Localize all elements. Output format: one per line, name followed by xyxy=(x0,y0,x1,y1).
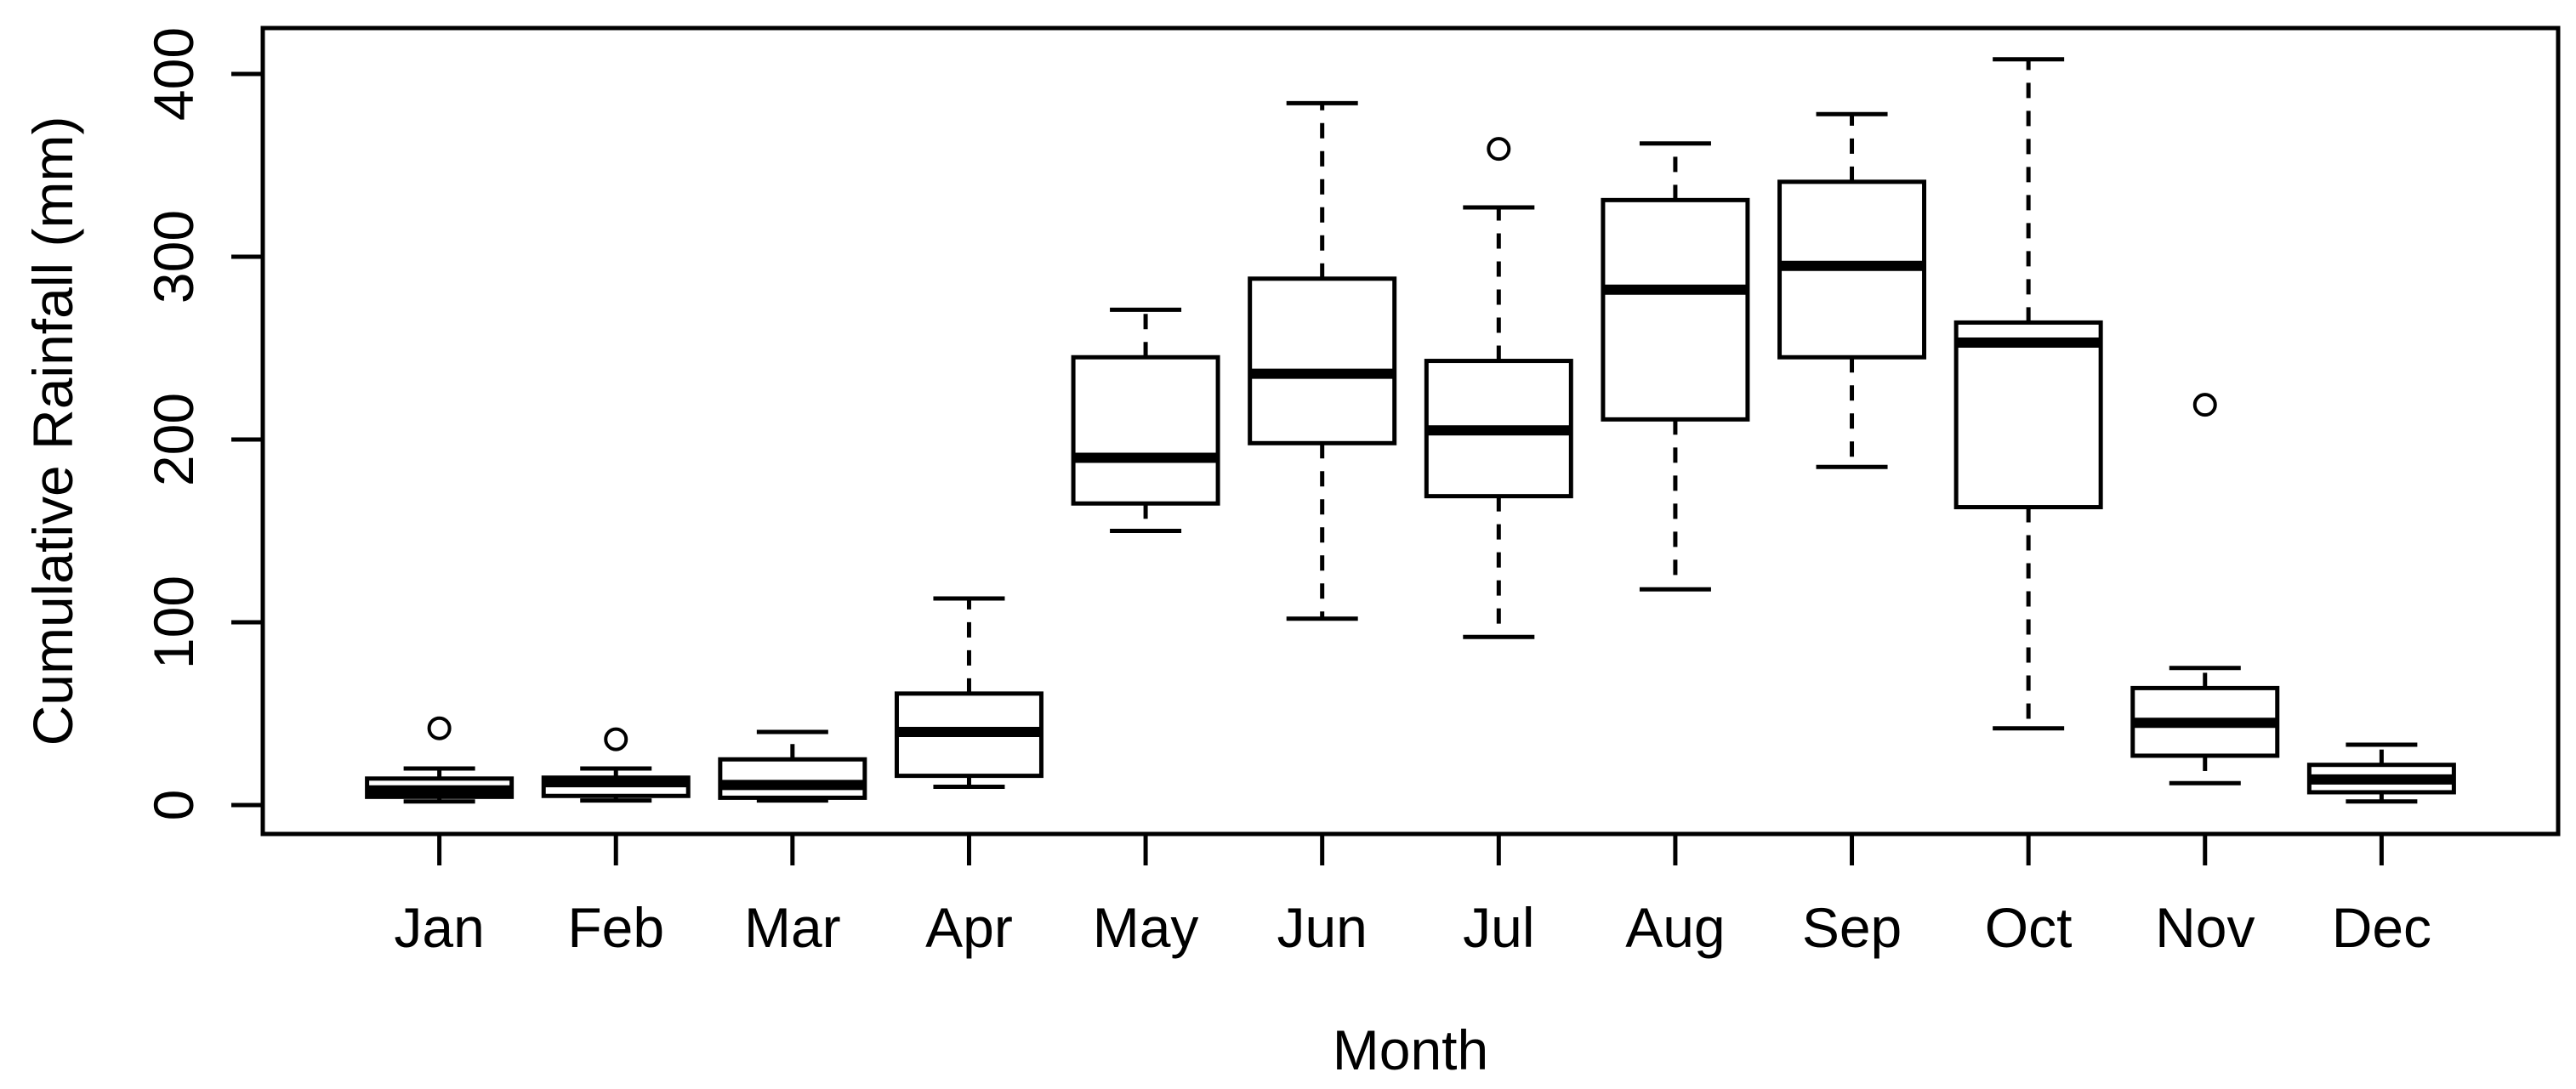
outlier-point xyxy=(427,716,452,740)
outlier-point xyxy=(604,727,628,752)
x-axis-tick-label: Jun xyxy=(1277,896,1367,959)
x-axis-tick-label: Jan xyxy=(394,896,484,959)
box xyxy=(1248,276,1397,445)
box xyxy=(1953,320,2103,510)
y-axis-title: Cumulative Rainfall (mm) xyxy=(21,116,84,746)
box xyxy=(1071,354,1220,506)
x-axis-tick-label: Dec xyxy=(2332,896,2431,959)
x-axis-tick-label: May xyxy=(1093,896,1199,959)
box xyxy=(1601,197,1750,422)
x-axis-tick-label: Oct xyxy=(1985,896,2073,959)
x-axis-tick-label: Feb xyxy=(567,896,664,959)
y-axis-tick-label: 400 xyxy=(142,27,205,121)
box xyxy=(718,757,867,800)
outlier-point xyxy=(1487,137,1511,162)
plot-border xyxy=(260,26,2561,837)
x-axis-tick-label: Mar xyxy=(744,896,841,959)
outlier-point xyxy=(2192,393,2217,417)
y-axis-tick-label: 0 xyxy=(142,790,205,821)
x-axis-title: Month xyxy=(1333,1018,1488,1081)
x-axis-tick-label: Sep xyxy=(1802,896,1902,959)
x-axis-tick-label: Jul xyxy=(1463,896,1534,959)
y-axis-tick-label: 200 xyxy=(142,393,205,486)
x-axis-tick-label: Apr xyxy=(925,896,1013,959)
x-axis-tick-label: Aug xyxy=(1625,896,1725,959)
y-axis-tick-label: 100 xyxy=(142,576,205,669)
y-axis-tick-label: 300 xyxy=(142,210,205,303)
x-axis-tick-label: Nov xyxy=(2155,896,2255,959)
